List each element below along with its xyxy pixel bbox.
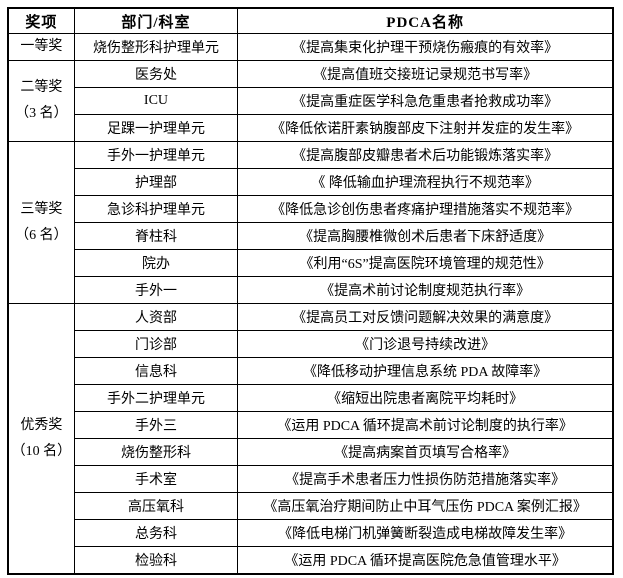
award-name: 一等奖: [20, 39, 63, 54]
department-cell: 手外一护理单元: [73, 141, 239, 169]
table-row: 手术室 《提高手术患者压力性损伤防范措施落实率》: [8, 465, 614, 493]
pdca-title-cell: 《降低移动护理信息系统 PDA 故障率》: [237, 357, 614, 385]
pdca-title-cell: 《提高值班交接班记录规范书写率》: [237, 60, 614, 88]
table-row: 检验科 《运用 PDCA 循环提高医院危急值管理水平》: [8, 546, 614, 575]
pdca-title-cell: 《提高集束化护理干预烧伤瘢痕的有效率》: [237, 33, 614, 61]
department-cell: 急诊科护理单元: [73, 195, 239, 223]
pdca-title-cell: 《利用“6S”提高医院环境管理的规范性》: [237, 249, 614, 277]
department-cell: 医务处: [73, 60, 239, 88]
department-cell: 高压氧科: [73, 492, 239, 520]
pdca-title-cell: 《提高员工对反馈问题解决效果的满意度》: [237, 303, 614, 331]
department-cell: 检验科: [73, 546, 239, 575]
pdca-title-cell: 《门诊退号持续改进》: [237, 330, 614, 358]
pdca-title-cell: 《运用 PDCA 循环提高术前讨论制度的执行率》: [237, 411, 614, 439]
award-name: 二等奖: [20, 80, 63, 95]
award-cell: 一等奖: [7, 33, 75, 61]
department-cell: 脊柱科: [73, 222, 239, 250]
award-cell: 优秀奖 （10 名）: [7, 303, 75, 575]
table-row: 总务科 《降低电梯门机弹簧断裂造成电梯故障发生率》: [8, 519, 614, 547]
table-row: 足踝一护理单元 《降低依诺肝素钠腹部皮下注射并发症的发生率》: [8, 114, 614, 142]
pdca-title-cell: 《提高术前讨论制度规范执行率》: [237, 276, 614, 304]
table-row: 门诊部 《门诊退号持续改进》: [8, 330, 614, 358]
department-cell: 护理部: [73, 168, 239, 196]
pdca-title-cell: 《提高病案首页填写合格率》: [237, 438, 614, 466]
award-count-note: （10 名）: [11, 443, 72, 459]
table-row: ICU 《提高重症医学科急危重患者抢救成功率》: [8, 87, 614, 115]
award-table-sheet: 奖项 部门/科室 PDCA名称 一等奖 烧伤整形科护理单元 《提高集束化护理干预烧伤…: [7, 7, 614, 575]
header-department: 部门/科室: [73, 7, 239, 34]
department-cell: 信息科: [73, 357, 239, 385]
award-count-note: （6 名）: [15, 227, 68, 243]
department-cell: 门诊部: [73, 330, 239, 358]
department-cell: ICU: [73, 87, 239, 115]
header-pdca-name: PDCA名称: [237, 7, 614, 34]
table-row: 三等奖 （6 名） 手外一护理单元 《提高腹部皮瓣患者术后功能锻炼落实率》: [7, 141, 614, 304]
pdca-title-cell: 《提高胸腰椎微创术后患者下床舒适度》: [237, 222, 614, 250]
table-row: 脊柱科 《提高胸腰椎微创术后患者下床舒适度》: [8, 222, 614, 250]
department-cell: 烧伤整形科: [73, 438, 239, 466]
department-cell: 手外三: [73, 411, 239, 439]
department-cell: 手外二护理单元: [73, 384, 239, 412]
table-row: 优秀奖 （10 名） 人资部 《提高员工对反馈问题解决效果的满意度》: [7, 303, 614, 575]
award-count-note: （3 名）: [15, 106, 68, 121]
table-body: 一等奖 烧伤整形科护理单元 《提高集束化护理干预烧伤瘢痕的有效率》二等奖 （3 名） 医…: [7, 33, 614, 575]
pdca-title-cell: 《提高重症医学科急危重患者抢救成功率》: [237, 87, 614, 115]
table-row: 烧伤整形科 《提高病案首页填写合格率》: [8, 438, 614, 466]
header-award: 奖项: [7, 7, 75, 34]
pdca-title-cell: 《降低急诊创伤患者疼痛护理措施落实不规范率》: [237, 195, 614, 223]
table-row: 急诊科护理单元 《降低急诊创伤患者疼痛护理措施落实不规范率》: [8, 195, 614, 223]
department-cell: 足踝一护理单元: [73, 114, 239, 142]
award-name: 优秀奖: [20, 417, 63, 433]
award-cell: 三等奖 （6 名）: [7, 141, 75, 304]
table-row: 一等奖 烧伤整形科护理单元 《提高集束化护理干预烧伤瘢痕的有效率》: [7, 33, 614, 61]
department-cell: 院办: [73, 249, 239, 277]
award-name: 三等奖: [20, 201, 63, 217]
award-cell: 二等奖 （3 名）: [7, 60, 75, 142]
table-row: 信息科 《降低移动护理信息系统 PDA 故障率》: [8, 357, 614, 385]
department-cell: 烧伤整形科护理单元: [73, 33, 239, 61]
table-row: 院办 《利用“6S”提高医院环境管理的规范性》: [8, 249, 614, 277]
table-row: 手外二护理单元 《缩短出院患者离院平均耗时》: [8, 384, 614, 412]
table-row: 护理部《 降低输血护理流程执行不规范率》: [8, 168, 614, 196]
table-row: 手外一 《提高术前讨论制度规范执行率》: [8, 276, 614, 304]
pdca-title-cell: 《降低电梯门机弹簧断裂造成电梯故障发生率》: [237, 519, 614, 547]
pdca-title-cell: 《缩短出院患者离院平均耗时》: [237, 384, 614, 412]
pdca-title-cell: 《高压氧治疗期间防止中耳气压伤 PDCA 案例汇报》: [237, 492, 614, 520]
pdca-title-cell: 《降低依诺肝素钠腹部皮下注射并发症的发生率》: [237, 114, 614, 142]
table-row: 高压氧科 《高压氧治疗期间防止中耳气压伤 PDCA 案例汇报》: [8, 492, 614, 520]
department-cell: 人资部: [73, 303, 239, 331]
table-header-row: 奖项 部门/科室 PDCA名称: [7, 7, 614, 34]
pdca-title-cell: 《提高腹部皮瓣患者术后功能锻炼落实率》: [237, 141, 614, 169]
table-row: 手外三 《运用 PDCA 循环提高术前讨论制度的执行率》: [8, 411, 614, 439]
department-cell: 手术室: [73, 465, 239, 493]
pdca-title-cell: 《 降低输血护理流程执行不规范率》: [237, 168, 614, 196]
pdca-award-table: 奖项 部门/科室 PDCA名称 一等奖 烧伤整形科护理单元 《提高集束化护理干预烧伤…: [7, 7, 614, 575]
department-cell: 总务科: [73, 519, 239, 547]
table-row: 二等奖 （3 名） 医务处 《提高值班交接班记录规范书写率》: [7, 60, 614, 142]
pdca-title-cell: 《提高手术患者压力性损伤防范措施落实率》: [237, 465, 614, 493]
department-cell: 手外一: [73, 276, 239, 304]
pdca-title-cell: 《运用 PDCA 循环提高医院危急值管理水平》: [237, 546, 614, 575]
